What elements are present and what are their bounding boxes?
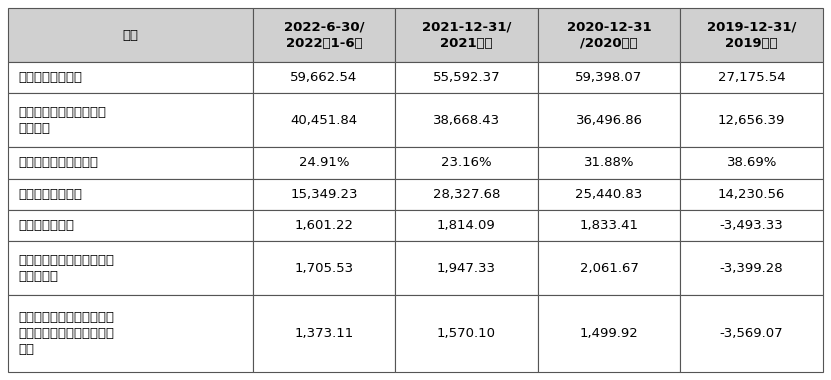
Bar xyxy=(395,62,538,93)
Bar xyxy=(681,295,823,372)
Bar xyxy=(538,210,681,241)
Bar xyxy=(8,179,253,210)
Bar xyxy=(253,241,395,295)
Bar xyxy=(253,210,395,241)
Text: 59,662.54: 59,662.54 xyxy=(290,71,357,84)
Text: 1,833.41: 1,833.41 xyxy=(579,219,638,232)
Text: -3,493.33: -3,493.33 xyxy=(720,219,784,232)
Bar xyxy=(8,8,253,62)
Text: 归属于母公司所有者权益
（万元）: 归属于母公司所有者权益 （万元） xyxy=(18,106,106,135)
Bar xyxy=(395,147,538,179)
Bar xyxy=(8,241,253,295)
Text: 28,327.68: 28,327.68 xyxy=(433,188,500,201)
Text: 25,440.83: 25,440.83 xyxy=(575,188,642,201)
Text: 2,061.67: 2,061.67 xyxy=(580,262,638,275)
Text: 36,496.86: 36,496.86 xyxy=(576,114,642,127)
Bar xyxy=(538,179,681,210)
Bar xyxy=(681,241,823,295)
Text: 12,656.39: 12,656.39 xyxy=(718,114,785,127)
Text: 1,814.09: 1,814.09 xyxy=(437,219,496,232)
Bar xyxy=(8,210,253,241)
Bar xyxy=(253,8,395,62)
Text: 1,705.53: 1,705.53 xyxy=(294,262,353,275)
Bar xyxy=(538,8,681,62)
Text: 2022-6-30/
2022年1-6月: 2022-6-30/ 2022年1-6月 xyxy=(283,21,364,49)
Text: 40,451.84: 40,451.84 xyxy=(290,114,357,127)
Text: 归属于母公司所有者的净利
润（万元）: 归属于母公司所有者的净利 润（万元） xyxy=(18,254,114,283)
Text: 38,668.43: 38,668.43 xyxy=(433,114,500,127)
Text: 27,175.54: 27,175.54 xyxy=(718,71,785,84)
Text: 2020-12-31
/2020年度: 2020-12-31 /2020年度 xyxy=(567,21,652,49)
Text: 项目: 项目 xyxy=(122,28,138,41)
Text: 59,398.07: 59,398.07 xyxy=(575,71,642,84)
Bar xyxy=(395,179,538,210)
Text: 38.69%: 38.69% xyxy=(726,157,777,169)
Text: 净利润（万元）: 净利润（万元） xyxy=(18,219,74,232)
Bar xyxy=(8,147,253,179)
Bar xyxy=(538,62,681,93)
Text: 2019-12-31/
2019年度: 2019-12-31/ 2019年度 xyxy=(707,21,796,49)
Text: 23.16%: 23.16% xyxy=(441,157,492,169)
Bar xyxy=(681,179,823,210)
Bar xyxy=(253,179,395,210)
Bar xyxy=(395,93,538,147)
Text: 24.91%: 24.91% xyxy=(298,157,349,169)
Text: 14,230.56: 14,230.56 xyxy=(718,188,785,201)
Bar xyxy=(395,8,538,62)
Bar xyxy=(253,295,395,372)
Bar xyxy=(538,295,681,372)
Bar xyxy=(8,93,253,147)
Text: 1,373.11: 1,373.11 xyxy=(294,327,353,340)
Bar xyxy=(681,62,823,93)
Text: 资产负债率（母公司）: 资产负债率（母公司） xyxy=(18,157,98,169)
Text: 1,601.22: 1,601.22 xyxy=(294,219,353,232)
Bar xyxy=(681,147,823,179)
Bar xyxy=(538,147,681,179)
Text: -3,399.28: -3,399.28 xyxy=(720,262,784,275)
Text: 1,499.92: 1,499.92 xyxy=(580,327,638,340)
Bar xyxy=(538,241,681,295)
Bar xyxy=(253,147,395,179)
Bar xyxy=(8,295,253,372)
Text: 1,570.10: 1,570.10 xyxy=(437,327,496,340)
Bar xyxy=(681,93,823,147)
Text: 55,592.37: 55,592.37 xyxy=(433,71,500,84)
Bar xyxy=(681,210,823,241)
Bar xyxy=(253,93,395,147)
Bar xyxy=(395,241,538,295)
Text: 资产总额（万元）: 资产总额（万元） xyxy=(18,71,82,84)
Bar xyxy=(538,93,681,147)
Bar xyxy=(395,210,538,241)
Text: 15,349.23: 15,349.23 xyxy=(290,188,357,201)
Bar xyxy=(253,62,395,93)
Bar xyxy=(8,62,253,93)
Text: 2021-12-31/
2021年度: 2021-12-31/ 2021年度 xyxy=(422,21,511,49)
Text: 1,947.33: 1,947.33 xyxy=(437,262,496,275)
Text: 营业收入（万元）: 营业收入（万元） xyxy=(18,188,82,201)
Bar xyxy=(681,8,823,62)
Text: 扣除非经常性损益后归属于
母公司所有者的净利润（万
元）: 扣除非经常性损益后归属于 母公司所有者的净利润（万 元） xyxy=(18,311,114,356)
Text: -3,569.07: -3,569.07 xyxy=(720,327,784,340)
Bar xyxy=(395,295,538,372)
Text: 31.88%: 31.88% xyxy=(584,157,634,169)
